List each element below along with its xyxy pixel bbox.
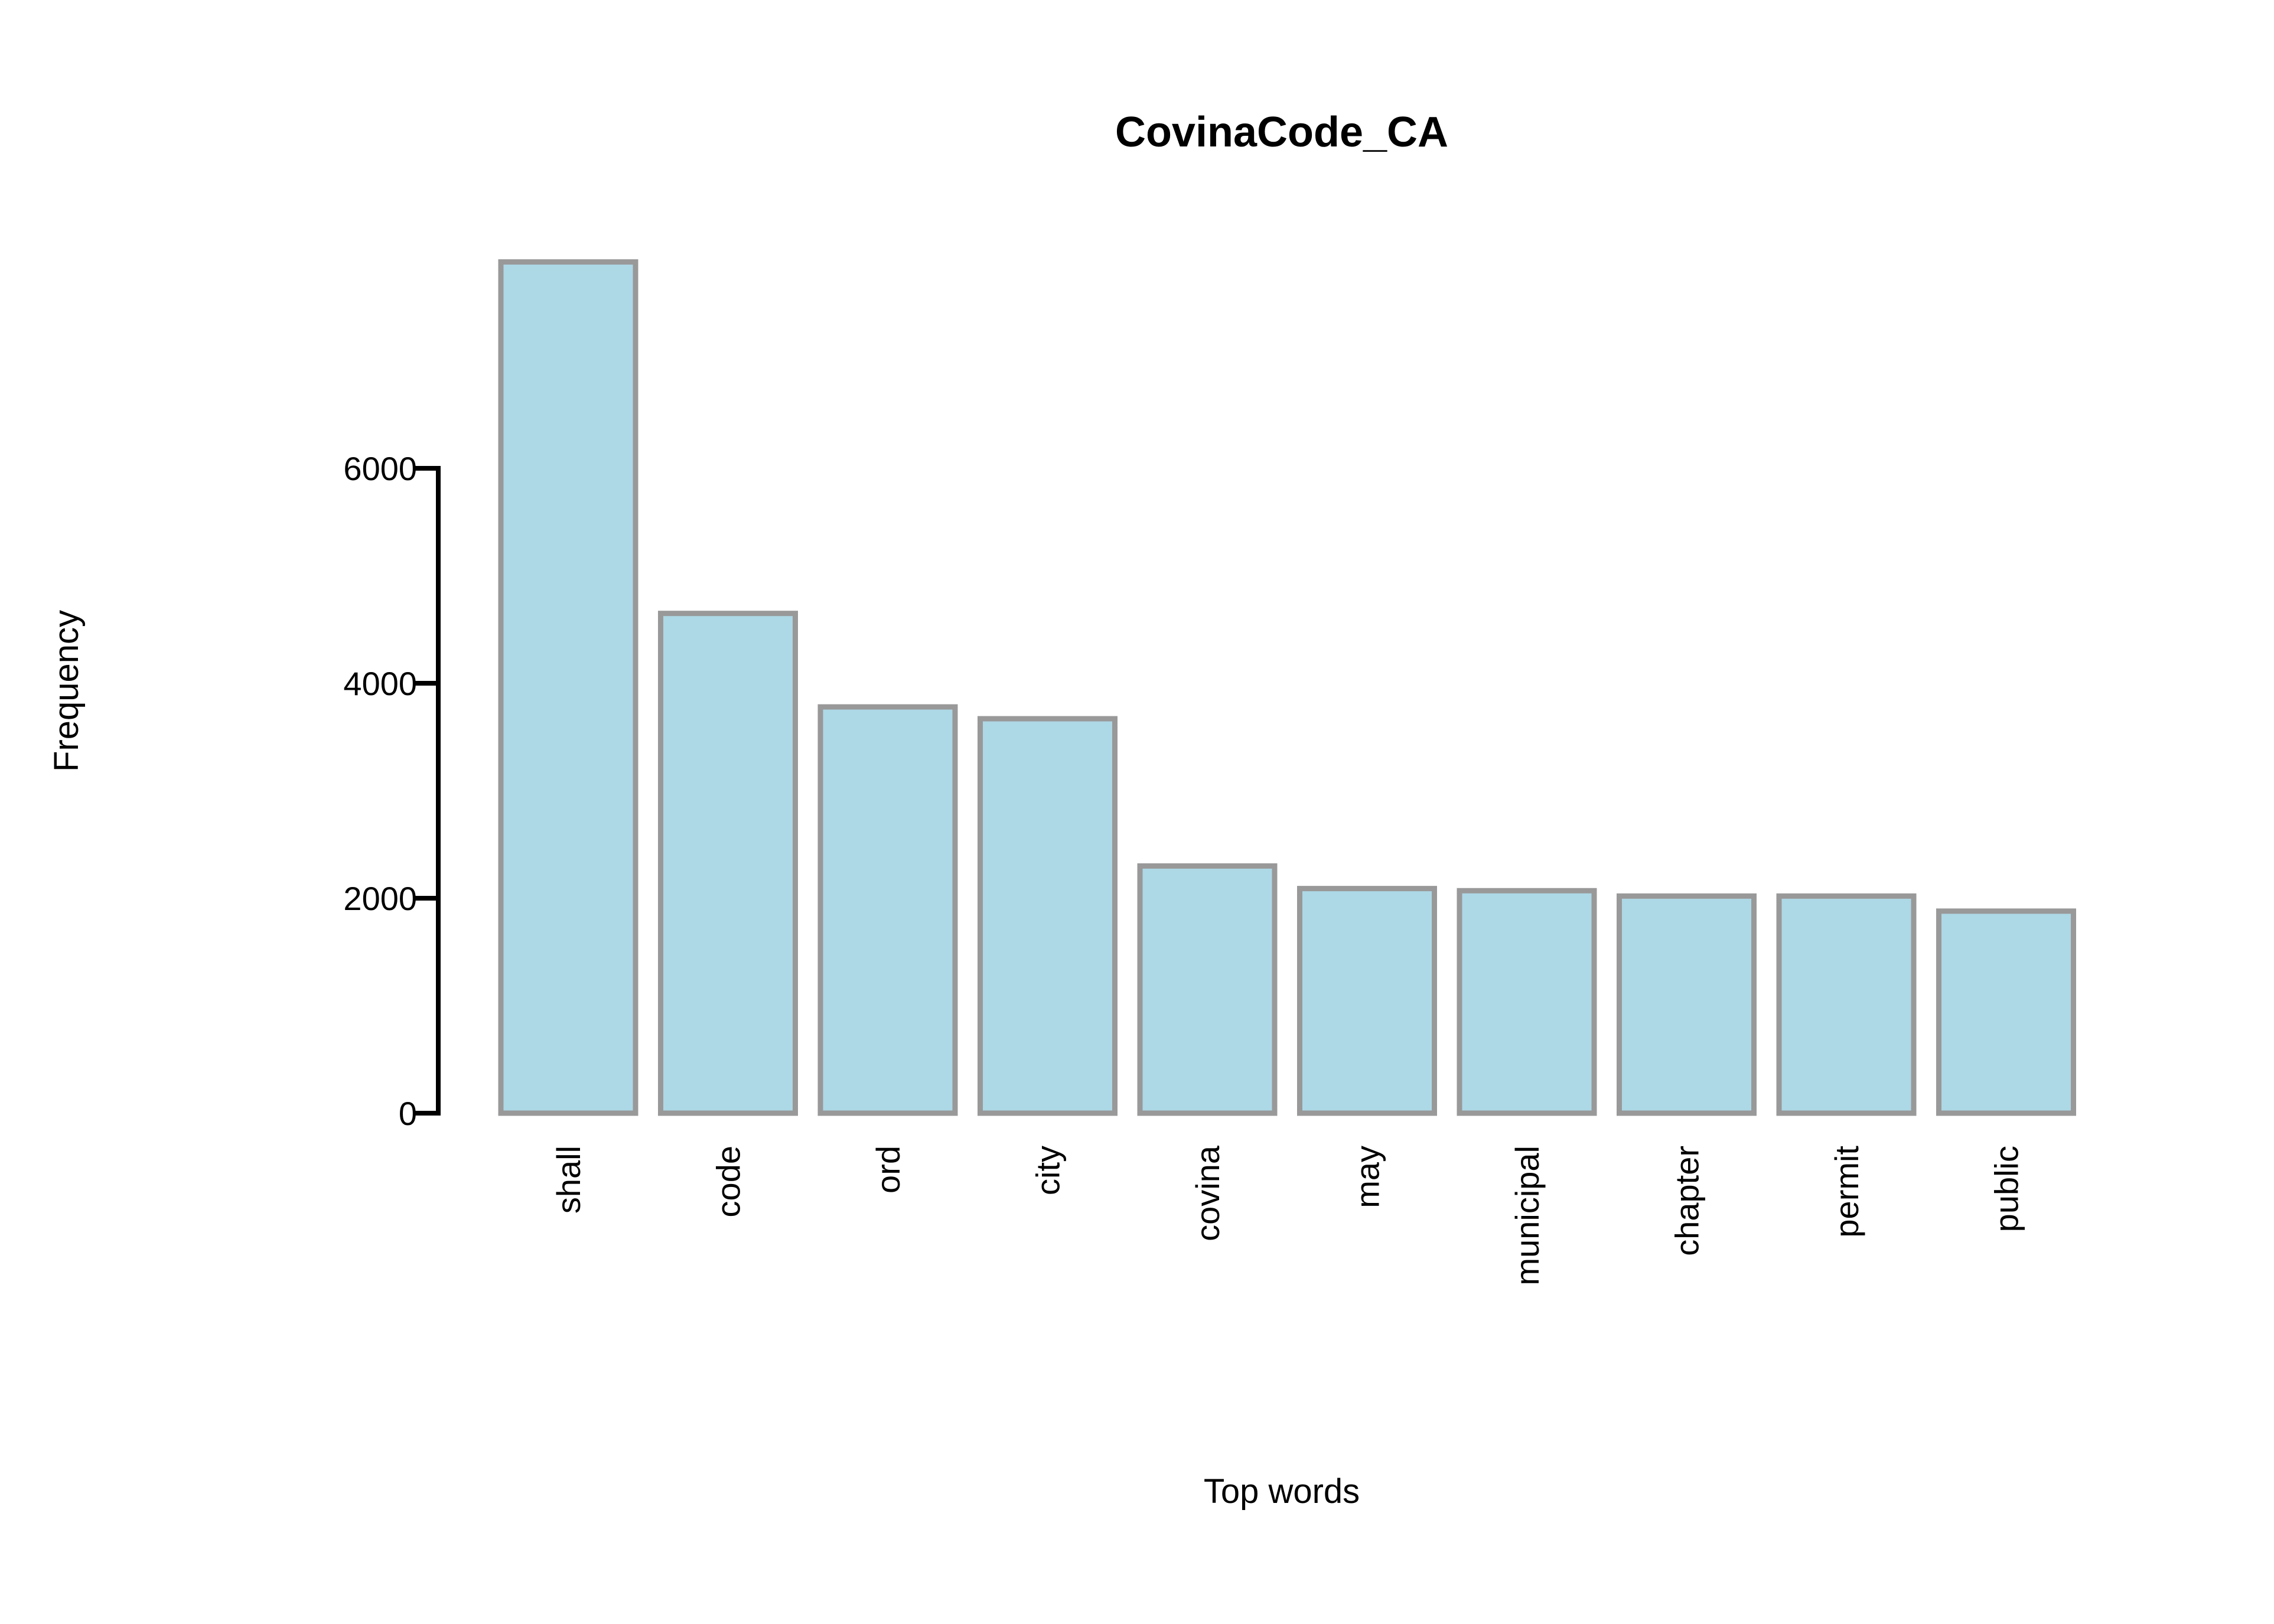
x-tick-label: shall [550,1146,587,1214]
x-axis-label: Top words [1204,1472,1360,1511]
bar-chapter [1617,893,1757,1116]
x-tick-label: chapter [1669,1146,1706,1256]
bar-permit [1776,893,1917,1116]
x-tick-label: covina [1189,1145,1226,1241]
x-tick-label: may [1349,1146,1386,1208]
y-axis: 0 2000 4000 6000 [343,450,441,1132]
y-tick-label: 2000 [343,880,417,917]
x-tick-label: city [1030,1146,1067,1195]
x-tick-label: ord [869,1146,907,1193]
chart-title: CovinaCode_CA [1115,109,1448,156]
bar-ord [817,704,958,1116]
y-tick-label: 4000 [343,665,417,702]
bar-city [978,716,1118,1116]
bar-public [1936,908,2076,1116]
x-tick-label: code [710,1146,747,1217]
bar-covina [1137,863,1278,1116]
y-tick-label: 0 [399,1095,417,1132]
bar-may [1297,886,1437,1116]
x-tick-label: permit [1828,1146,1865,1238]
bar-code [658,611,798,1116]
bar-shall [498,259,638,1116]
x-tick-label: public [1988,1146,2025,1232]
y-axis-label: Frequency [47,610,86,772]
y-tick-label: 6000 [343,450,417,487]
bar-municipal [1457,888,1597,1116]
bars [498,259,2076,1116]
x-axis-tick-labels: shall code ord city covina may municipal chapte… [550,1145,2025,1285]
x-tick-label: municipal [1509,1146,1546,1286]
